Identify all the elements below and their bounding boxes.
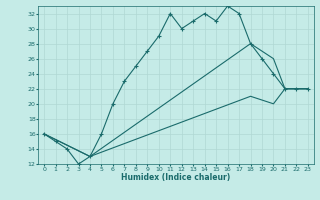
X-axis label: Humidex (Indice chaleur): Humidex (Indice chaleur): [121, 173, 231, 182]
